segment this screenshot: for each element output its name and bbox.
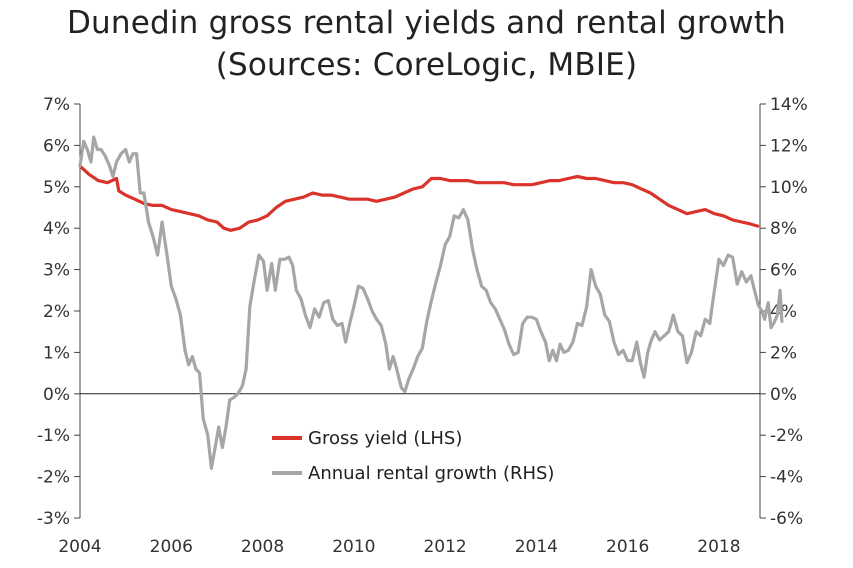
- x-tick-label: 2010: [332, 537, 375, 557]
- x-tick-label: 2006: [150, 537, 193, 557]
- chart-legend: Gross yield (LHS) Annual rental growth (R…: [272, 428, 554, 484]
- right-tick-label: 10%: [770, 178, 808, 198]
- left-tick-label: 3%: [43, 261, 70, 281]
- left-tick-label: -3%: [37, 509, 70, 529]
- left-tick-label: 1%: [43, 343, 70, 363]
- right-tick-label: 14%: [770, 95, 808, 115]
- rental-growth-line: [78, 135, 784, 470]
- left-tick-label: 4%: [43, 219, 70, 239]
- chart-title-line-1: Dunedin gross rental yields and rental g…: [66, 5, 787, 41]
- right-tick-label: 12%: [770, 136, 808, 156]
- gross-yield-line: [78, 164, 760, 232]
- x-tick-label: 2008: [241, 537, 284, 557]
- x-tick-label: 2012: [423, 537, 466, 557]
- right-tick-label: -4%: [770, 468, 803, 488]
- right-tick-label: 2%: [770, 343, 797, 363]
- x-tick-label: 2016: [606, 537, 649, 557]
- left-tick-label: 2%: [43, 302, 70, 322]
- left-tick-label: 5%: [43, 178, 70, 198]
- right-tick-label: 0%: [770, 385, 797, 405]
- chart-axes: 7%6%5%4%3%2%1%0%-1%-2%-3%14%12%10%8%6%4%…: [37, 95, 808, 557]
- left-tick-label: 0%: [43, 385, 70, 405]
- x-tick-label: 2018: [697, 537, 740, 557]
- right-tick-label: 6%: [770, 261, 797, 281]
- legend-label: Gross yield (LHS): [308, 428, 462, 449]
- left-tick-label: 7%: [43, 95, 70, 115]
- x-tick-label: 2004: [58, 537, 101, 557]
- chart-series: [78, 135, 784, 470]
- right-tick-label: -2%: [770, 426, 803, 446]
- chart-title-line-2: (Sources: CoreLogic, MBIE): [215, 47, 638, 83]
- legend-label: Annual rental growth (RHS): [308, 463, 554, 484]
- right-tick-label: -6%: [770, 509, 803, 529]
- left-tick-label: -2%: [37, 468, 70, 488]
- x-tick-label: 2014: [515, 537, 558, 557]
- left-tick-label: -1%: [37, 426, 70, 446]
- left-tick-label: 6%: [43, 136, 70, 156]
- right-tick-label: 8%: [770, 219, 797, 239]
